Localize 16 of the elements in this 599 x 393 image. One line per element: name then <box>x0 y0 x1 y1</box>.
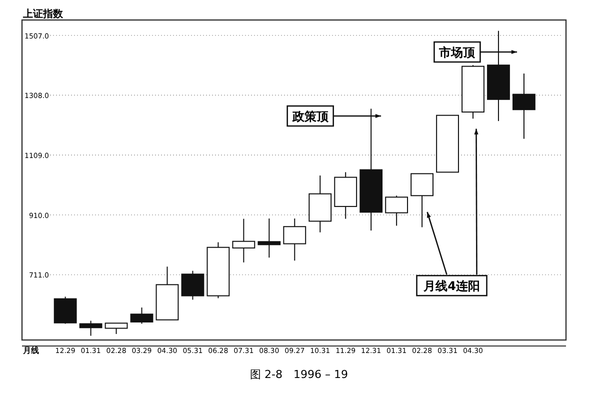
candlestick <box>130 307 154 324</box>
candlestick <box>79 320 102 336</box>
candlestick <box>181 270 204 300</box>
chart-title: 上证指数 <box>22 8 64 20</box>
candlestick <box>410 173 434 228</box>
candlestick <box>512 73 536 140</box>
annotation: 市场顶 <box>438 45 476 60</box>
annotation: 月线4连阳 <box>422 278 480 293</box>
caption: 图 2-8 1996 – 19 <box>250 368 348 381</box>
x-axis-title: 月线 <box>22 346 39 355</box>
candlestick <box>104 322 128 334</box>
candlestick <box>283 218 306 262</box>
candlestick <box>232 218 256 263</box>
annotation: 政策顶 <box>291 109 330 124</box>
candlestick <box>258 218 281 258</box>
candlestick <box>385 195 408 226</box>
